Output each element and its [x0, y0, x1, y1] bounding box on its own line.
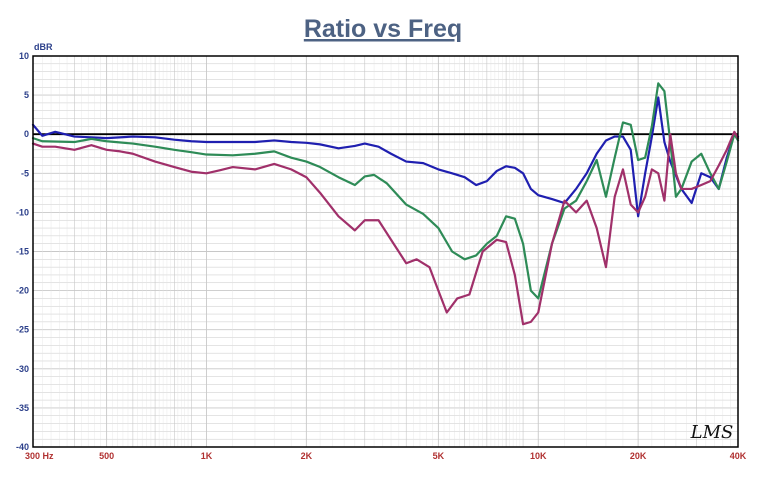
x-tick-label: 40K [730, 451, 747, 461]
x-tick-label: 20K [630, 451, 647, 461]
x-tick-label: 5K [433, 451, 445, 461]
y-axis-label: dBR [34, 42, 53, 52]
x-tick-label: 2K [301, 451, 313, 461]
y-tick-label: -10 [16, 207, 29, 217]
y-tick-label: -5 [21, 168, 29, 178]
series-line-1 [31, 96, 740, 218]
y-tick-label: -35 [16, 403, 29, 413]
series-line-3 [31, 130, 740, 326]
series-line-2 [31, 82, 740, 300]
chart-title: Ratio vs Freq [304, 15, 462, 43]
y-tick-label: -15 [16, 247, 29, 257]
x-tick-label: 1K [201, 451, 213, 461]
lms-logo: LMS [690, 422, 734, 443]
x-tick-label: 10K [530, 451, 547, 461]
y-tick-label: 5 [24, 90, 29, 100]
plot-frame [32, 55, 739, 448]
y-tick-label: -30 [16, 364, 29, 374]
y-tick-label: 10 [19, 51, 29, 61]
series-group [31, 82, 740, 326]
y-tick-label: -20 [16, 286, 29, 296]
y-tick-label: 0 [24, 129, 29, 139]
y-tick-label: -40 [16, 442, 29, 452]
x-tick-label: 500 [99, 451, 114, 461]
grid [32, 55, 739, 448]
x-tick-label: 300 Hz [25, 451, 54, 461]
y-tick-labels: 10 5 0 -5 -10 -15 -20 -25 -30 -35 -40 [16, 51, 29, 452]
y-tick-label: -25 [16, 325, 29, 335]
x-tick-labels: 300 Hz 500 1K 2K 5K 10K 20K 40K [25, 451, 747, 461]
